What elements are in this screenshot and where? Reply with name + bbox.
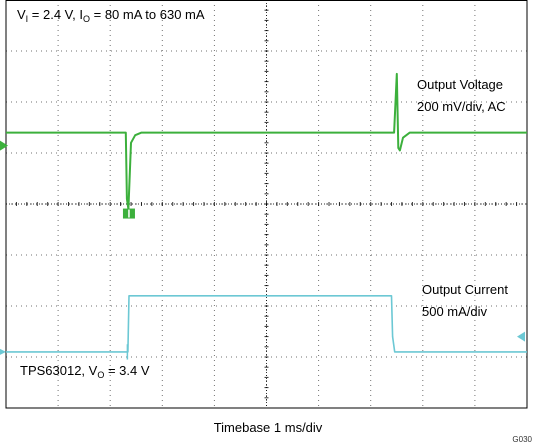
grid [5, 0, 528, 409]
current-scale-label: 500 mA/div [422, 304, 488, 319]
device-label: TPS63012, VO = 3.4 V [20, 363, 150, 380]
chart-title: VI = 2.4 V, IO = 80 mA to 630 mA [17, 7, 205, 24]
current-ground-marker [0, 348, 6, 355]
markers [0, 140, 525, 360]
traces [6, 72, 527, 353]
plot-frame [5, 0, 528, 409]
voltage-series-label: Output Voltage [417, 77, 504, 92]
current-trace [6, 294, 527, 353]
voltage-scale-label: 200 mV/div, AC [417, 99, 506, 114]
voltage-ground-marker [0, 140, 8, 151]
figure-id: G030 [512, 435, 532, 444]
x-axis-label: Timebase 1 ms/div [213, 420, 323, 435]
current-offset-marker [517, 331, 525, 342]
voltage-trace [6, 72, 527, 211]
current-series-label: Output Current [422, 282, 508, 297]
